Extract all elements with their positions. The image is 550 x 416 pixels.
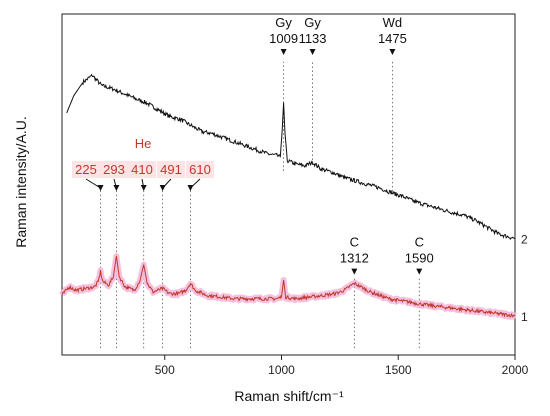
spectrum-1-line (61, 256, 516, 318)
he-arrow-head (140, 185, 147, 191)
he-arrow-head (97, 185, 104, 191)
plot-area: 500 1000 1500 200021Gy1009Gy1133Wd1475C1312… (59, 13, 529, 377)
spectrum-2-line (66, 73, 516, 241)
he-peak-value: 293 (103, 162, 125, 177)
series-label: 2 (521, 232, 528, 246)
he-arrow-head (187, 185, 194, 191)
x-tick-label: 1000 (268, 363, 295, 377)
he-group-label: He (135, 136, 152, 151)
he-value-bg (100, 161, 128, 178)
x-tick-label: 2000 (502, 363, 529, 377)
peak-label-c: C (415, 235, 424, 250)
peak-value: 1590 (405, 251, 434, 266)
peak-arrow (351, 268, 358, 275)
x-axis-title: Raman shift/cm⁻¹ (234, 388, 344, 404)
plot-frame (61, 13, 516, 356)
peak-arrow (389, 49, 396, 55)
peak-label-wd: Wd (383, 15, 403, 30)
peak-arrow (280, 49, 287, 55)
he-peak-value: 491 (160, 162, 182, 177)
he-arrow-shaft (85, 178, 101, 189)
he-peak-value: 225 (75, 162, 97, 177)
peak-label-gy: Gy (304, 15, 321, 30)
peak-value: 1009 (269, 31, 298, 46)
he-value-bg (72, 161, 100, 178)
peak-label-gy: Gy (275, 15, 292, 30)
y-axis-title: Raman intensity/A.U. (13, 116, 29, 248)
he-value-bg (128, 161, 156, 178)
peak-value: 1133 (299, 31, 327, 46)
he-arrow-head (113, 185, 120, 191)
x-tick-label: 1500 (385, 363, 412, 377)
peak-arrow (416, 268, 423, 275)
peak-arrow (309, 49, 316, 55)
x-tick-label: 500 (155, 363, 175, 377)
series-label: 1 (521, 310, 528, 324)
peak-label-c: C (350, 235, 359, 250)
he-peak-value: 410 (131, 162, 153, 177)
he-value-bg (157, 161, 185, 178)
he-arrow-head (159, 185, 166, 191)
he-peak-value: 610 (189, 162, 211, 177)
peak-value: 1475 (378, 31, 407, 46)
peak-value: 1312 (340, 251, 369, 266)
he-value-bg (186, 161, 214, 178)
